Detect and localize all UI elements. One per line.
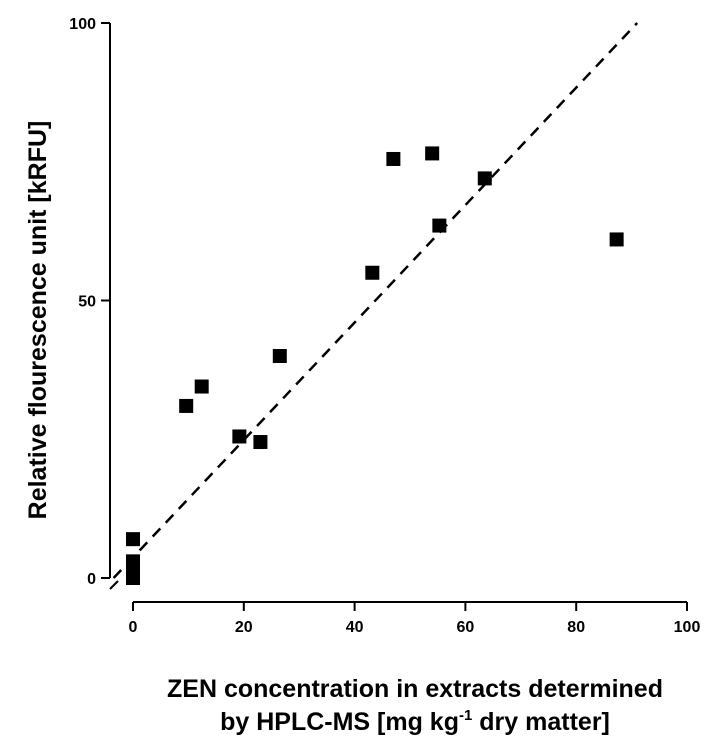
data-point: [425, 146, 440, 161]
data-point: [477, 171, 492, 186]
data-point: [194, 379, 209, 394]
data-point: [253, 435, 268, 450]
x-axis-title-line1: ZEN concentration in extracts determined: [167, 675, 663, 703]
x-tick-label: 0: [129, 619, 138, 636]
data-point: [272, 349, 287, 363]
axes: 0 50 100 0 20 40 60 80 100: [69, 16, 700, 636]
y-tick-label: 100: [69, 16, 96, 33]
y-tick-label: 50: [78, 294, 96, 311]
x-axis-title-superscript: -1: [459, 707, 472, 724]
x-tick-label: 20: [235, 619, 253, 636]
x-axis-title-line2-post: dry matter]: [472, 708, 610, 736]
y-tick-label: 0: [87, 571, 96, 588]
x-axis-title-line2-pre: by HPLC-MS [mg kg: [220, 708, 459, 736]
fit-line-group: [112, 22, 639, 579]
data-point: [432, 218, 447, 233]
data-point: [179, 398, 194, 413]
data-point: [126, 532, 140, 547]
data-points: [126, 146, 624, 585]
x-tick-label: 60: [457, 619, 475, 636]
data-point: [365, 265, 380, 280]
fit-line: [112, 22, 639, 579]
axis-break-mark: [109, 580, 119, 590]
data-point: [232, 429, 247, 444]
y-axis-title-group: Relative flourescence unit [kRFU]: [24, 121, 52, 520]
x-tick-label: 40: [346, 619, 364, 636]
x-axis-title-line2: by HPLC-MS [mg kg-1 dry matter]: [220, 707, 610, 736]
y-axis-title: Relative flourescence unit [kRFU]: [24, 121, 52, 520]
data-point: [126, 571, 140, 585]
data-point: [386, 151, 401, 166]
x-tick-label: 100: [674, 619, 701, 636]
x-tick-label: 80: [567, 619, 585, 636]
data-point: [609, 232, 624, 247]
